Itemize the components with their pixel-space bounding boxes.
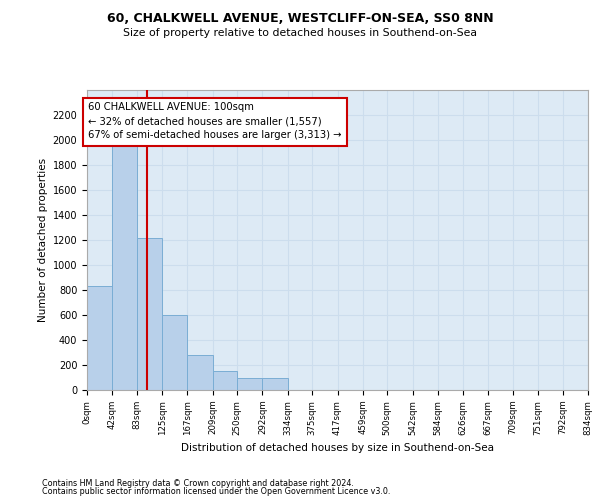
Bar [162, 315, 187, 390]
Text: Size of property relative to detached houses in Southend-on-Sea: Size of property relative to detached ho… [123, 28, 477, 38]
X-axis label: Distribution of detached houses by size in Southend-on-Sea: Distribution of detached houses by size … [181, 443, 494, 453]
Bar [262, 378, 287, 390]
Bar [187, 355, 212, 390]
Bar [212, 371, 237, 390]
Text: 60 CHALKWELL AVENUE: 100sqm
← 32% of detached houses are smaller (1,557)
67% of : 60 CHALKWELL AVENUE: 100sqm ← 32% of det… [88, 102, 342, 141]
Bar [87, 286, 112, 390]
Text: 60, CHALKWELL AVENUE, WESTCLIFF-ON-SEA, SS0 8NN: 60, CHALKWELL AVENUE, WESTCLIFF-ON-SEA, … [107, 12, 493, 26]
Text: Contains HM Land Registry data © Crown copyright and database right 2024.: Contains HM Land Registry data © Crown c… [42, 478, 354, 488]
Bar [237, 378, 262, 390]
Text: Contains public sector information licensed under the Open Government Licence v3: Contains public sector information licen… [42, 487, 391, 496]
Bar [112, 115, 137, 390]
Y-axis label: Number of detached properties: Number of detached properties [38, 158, 49, 322]
Bar [137, 238, 162, 390]
